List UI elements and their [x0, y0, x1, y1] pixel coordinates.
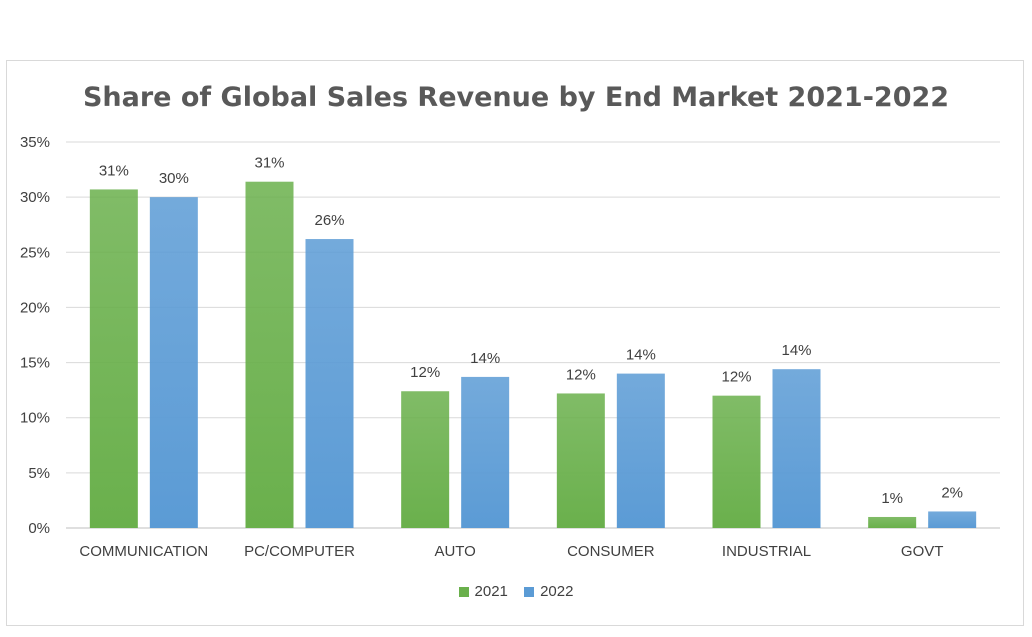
y-tick-label: 10% — [20, 410, 50, 427]
data-label: 1% — [881, 490, 903, 507]
bar-2022 — [461, 376, 510, 528]
bar-2022 — [928, 511, 977, 528]
legend-item-2021: 2021 — [458, 583, 508, 600]
legend-label-2021: 2021 — [474, 583, 508, 600]
y-tick-label: 25% — [20, 244, 50, 261]
x-tick-label: COMMUNICATION — [79, 543, 208, 560]
bar-2022 — [149, 197, 198, 528]
y-tick-label: 15% — [20, 355, 50, 372]
data-label: 31% — [99, 162, 129, 179]
bar-2021 — [89, 189, 138, 528]
y-tick-label: 0% — [28, 520, 50, 537]
x-tick-label: CONSUMER — [567, 543, 655, 560]
y-tick-label: 30% — [20, 189, 50, 206]
bar-2021 — [245, 181, 294, 528]
bar-2021 — [556, 393, 605, 528]
bar-2021 — [401, 391, 450, 528]
bar-2022 — [305, 239, 354, 528]
data-label: 12% — [410, 364, 440, 381]
legend-swatch-2021 — [458, 586, 469, 597]
chart-title: Share of Global Sales Revenue by End Mar… — [82, 82, 950, 113]
bar-2021 — [712, 395, 761, 528]
bar-2022 — [772, 369, 821, 528]
data-label: 12% — [566, 366, 596, 383]
y-tick-label: 5% — [28, 465, 50, 482]
y-tick-label: 35% — [20, 134, 50, 151]
y-tick-label: 20% — [20, 299, 50, 316]
data-label: 31% — [254, 155, 284, 172]
data-label: 14% — [626, 347, 656, 364]
legend-item-2022: 2022 — [524, 583, 573, 600]
x-tick-label: INDUSTRIAL — [722, 543, 811, 560]
x-tick-label: GOVT — [901, 543, 944, 560]
x-tick-label: AUTO — [434, 543, 475, 560]
data-label: 12% — [721, 369, 751, 386]
data-label: 26% — [314, 212, 344, 229]
bar-2021 — [868, 516, 917, 528]
data-label: 2% — [941, 484, 963, 501]
data-label: 14% — [781, 342, 811, 359]
legend-swatch-2022 — [524, 586, 535, 597]
bar-2022 — [616, 373, 665, 528]
data-label: 30% — [159, 170, 189, 187]
x-tick-label: PC/COMPUTER — [244, 543, 355, 560]
legend: 2021 2022 — [0, 583, 1032, 601]
legend-label-2022: 2022 — [540, 583, 574, 600]
data-label: 14% — [470, 350, 500, 367]
